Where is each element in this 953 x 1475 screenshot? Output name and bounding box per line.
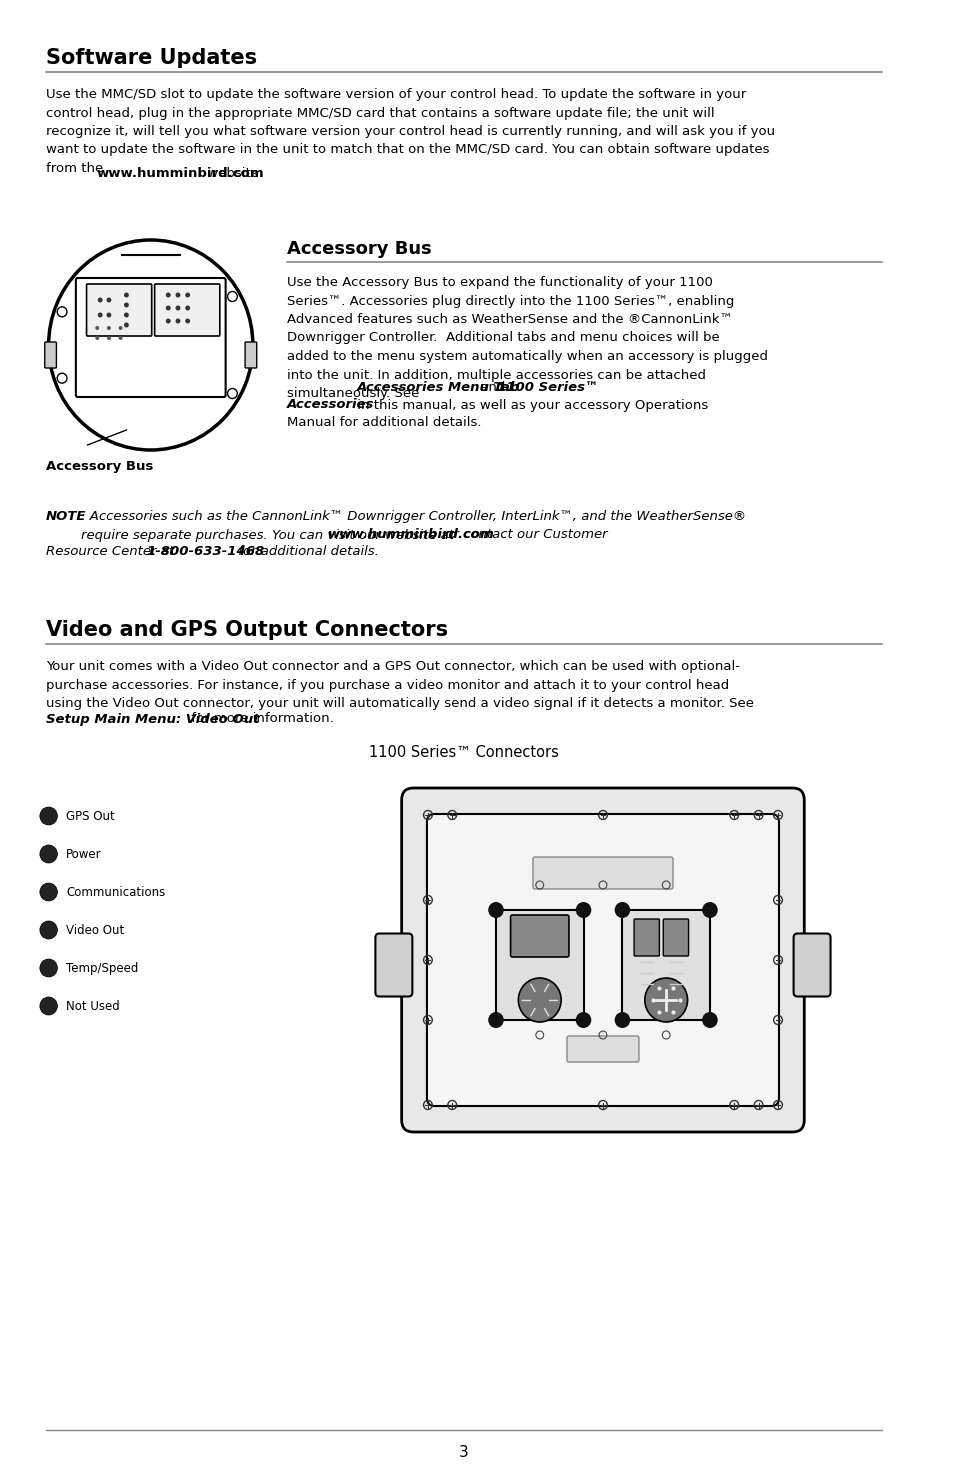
Circle shape bbox=[166, 292, 171, 298]
Circle shape bbox=[614, 1012, 630, 1028]
FancyBboxPatch shape bbox=[401, 788, 803, 1131]
FancyBboxPatch shape bbox=[45, 342, 56, 367]
Text: Accessories Menu Tab: Accessories Menu Tab bbox=[356, 381, 519, 394]
Text: Accessories: Accessories bbox=[287, 398, 374, 412]
Text: 1100 Series™ Connectors: 1100 Series™ Connectors bbox=[369, 745, 558, 760]
FancyBboxPatch shape bbox=[510, 914, 568, 957]
FancyBboxPatch shape bbox=[154, 285, 219, 336]
Circle shape bbox=[40, 997, 57, 1015]
Text: Power: Power bbox=[66, 848, 102, 861]
Text: Communications: Communications bbox=[66, 886, 165, 898]
Text: Accessory Bus: Accessory Bus bbox=[46, 460, 152, 473]
Text: Accessory Bus: Accessory Bus bbox=[287, 240, 431, 258]
FancyBboxPatch shape bbox=[662, 919, 688, 956]
Circle shape bbox=[185, 292, 190, 298]
Text: for more information.: for more information. bbox=[187, 712, 334, 726]
Text: Setup Main Menu: Video Out: Setup Main Menu: Video Out bbox=[46, 712, 259, 726]
Circle shape bbox=[124, 313, 129, 317]
Circle shape bbox=[107, 298, 112, 302]
Circle shape bbox=[185, 319, 190, 323]
Text: Temp/Speed: Temp/Speed bbox=[66, 962, 138, 975]
Text: Video and GPS Output Connectors: Video and GPS Output Connectors bbox=[46, 620, 447, 640]
Text: and: and bbox=[476, 381, 509, 394]
Text: Video Out: Video Out bbox=[66, 923, 124, 937]
Circle shape bbox=[107, 313, 112, 317]
FancyBboxPatch shape bbox=[245, 342, 256, 367]
Circle shape bbox=[40, 807, 57, 825]
Text: : Accessories such as the CannonLink™ Downrigger Controller, InterLink™, and the: : Accessories such as the CannonLink™ Do… bbox=[81, 510, 745, 541]
Circle shape bbox=[118, 336, 122, 341]
FancyBboxPatch shape bbox=[76, 277, 226, 397]
Circle shape bbox=[40, 884, 57, 901]
Text: for additional details.: for additional details. bbox=[234, 544, 379, 558]
Text: Use the MMC/SD slot to update the software version of your control head. To upda: Use the MMC/SD slot to update the softwa… bbox=[46, 88, 774, 176]
Text: Use the Accessory Bus to expand the functionality of your 1100
Series™. Accessor: Use the Accessory Bus to expand the func… bbox=[287, 276, 767, 400]
Circle shape bbox=[644, 978, 687, 1022]
Text: or contact our Customer: or contact our Customer bbox=[440, 528, 606, 540]
Circle shape bbox=[124, 292, 129, 298]
Text: Manual for additional details.: Manual for additional details. bbox=[287, 416, 481, 429]
FancyBboxPatch shape bbox=[87, 285, 152, 336]
FancyBboxPatch shape bbox=[793, 934, 830, 997]
Text: Software Updates: Software Updates bbox=[46, 49, 256, 68]
Circle shape bbox=[185, 305, 190, 311]
Text: website.: website. bbox=[203, 167, 263, 180]
Circle shape bbox=[97, 313, 103, 317]
Text: Not Used: Not Used bbox=[66, 1000, 120, 1013]
FancyBboxPatch shape bbox=[566, 1035, 639, 1062]
Circle shape bbox=[124, 302, 129, 307]
Circle shape bbox=[701, 903, 717, 917]
Circle shape bbox=[95, 336, 99, 341]
FancyBboxPatch shape bbox=[621, 910, 709, 1021]
Circle shape bbox=[166, 319, 171, 323]
Text: 1-800-633-1468: 1-800-633-1468 bbox=[147, 544, 265, 558]
FancyBboxPatch shape bbox=[496, 910, 583, 1021]
Circle shape bbox=[175, 292, 180, 298]
Circle shape bbox=[166, 305, 171, 311]
Circle shape bbox=[95, 326, 99, 330]
Circle shape bbox=[175, 305, 180, 311]
Circle shape bbox=[40, 845, 57, 863]
FancyBboxPatch shape bbox=[634, 919, 659, 956]
Circle shape bbox=[576, 903, 591, 917]
Text: Resource Center at: Resource Center at bbox=[46, 544, 178, 558]
Text: 3: 3 bbox=[458, 1446, 468, 1460]
Text: GPS Out: GPS Out bbox=[66, 810, 114, 823]
Circle shape bbox=[614, 903, 630, 917]
Text: NOTE: NOTE bbox=[46, 510, 86, 524]
FancyBboxPatch shape bbox=[533, 857, 672, 889]
Text: in this manual, as well as your accessory Operations: in this manual, as well as your accessor… bbox=[353, 398, 707, 412]
Text: Your unit comes with a Video Out connector and a GPS Out connector, which can be: Your unit comes with a Video Out connect… bbox=[46, 659, 753, 709]
FancyBboxPatch shape bbox=[427, 814, 779, 1106]
Circle shape bbox=[517, 978, 560, 1022]
Text: www.humminbird.com: www.humminbird.com bbox=[328, 528, 494, 540]
Text: www.humminbird.com: www.humminbird.com bbox=[96, 167, 264, 180]
Circle shape bbox=[488, 903, 503, 917]
Circle shape bbox=[701, 1012, 717, 1028]
Circle shape bbox=[118, 326, 122, 330]
FancyBboxPatch shape bbox=[375, 934, 412, 997]
Circle shape bbox=[124, 323, 129, 327]
Circle shape bbox=[175, 319, 180, 323]
Text: 1100 Series™: 1100 Series™ bbox=[497, 381, 598, 394]
Circle shape bbox=[107, 336, 111, 341]
Circle shape bbox=[40, 959, 57, 976]
Circle shape bbox=[576, 1012, 591, 1028]
Circle shape bbox=[40, 920, 57, 940]
Circle shape bbox=[107, 326, 111, 330]
Circle shape bbox=[97, 298, 103, 302]
Circle shape bbox=[488, 1012, 503, 1028]
